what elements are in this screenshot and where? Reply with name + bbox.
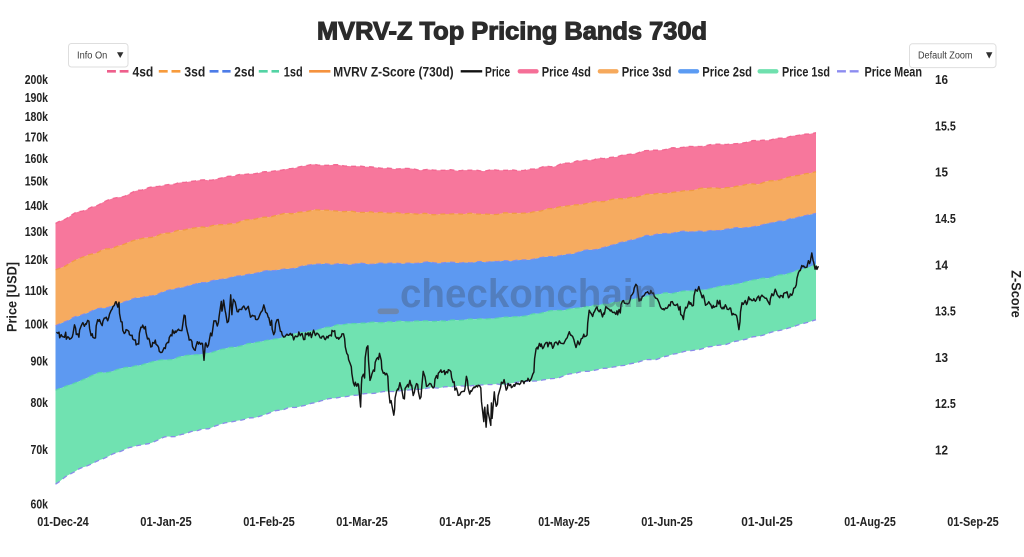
svg-text:90k: 90k (31, 354, 49, 369)
svg-text:120k: 120k (25, 252, 49, 267)
svg-text:Price 4sd: Price 4sd (542, 64, 591, 80)
svg-text:Info On: Info On (77, 50, 107, 61)
svg-text:01-Mar-25: 01-Mar-25 (336, 514, 388, 529)
svg-text:180k: 180k (25, 109, 49, 124)
svg-text:2sd: 2sd (234, 64, 254, 80)
svg-text:01-Apr-25: 01-Apr-25 (439, 514, 491, 529)
svg-text:01-Jul-25: 01-Jul-25 (741, 514, 793, 529)
svg-text:Price 1sd: Price 1sd (782, 64, 830, 80)
svg-text:01-Jan-25: 01-Jan-25 (140, 514, 192, 529)
svg-text:12: 12 (935, 443, 948, 458)
svg-text:140k: 140k (25, 198, 49, 213)
svg-text:110k: 110k (25, 283, 49, 298)
svg-text:1sd: 1sd (284, 64, 303, 80)
svg-text:60k: 60k (31, 497, 49, 512)
svg-text:70k: 70k (31, 442, 49, 457)
svg-text:130k: 130k (25, 224, 49, 239)
svg-text:14.5: 14.5 (935, 211, 956, 226)
svg-text:Z-Score: Z-Score (1009, 270, 1024, 318)
svg-text:MVRV Z-Score (730d): MVRV Z-Score (730d) (333, 64, 453, 80)
svg-text:190k: 190k (25, 90, 49, 105)
svg-text:Price 2sd: Price 2sd (702, 64, 752, 80)
svg-text:Default Zoom: Default Zoom (918, 50, 973, 61)
svg-text:170k: 170k (25, 129, 49, 144)
svg-text:14: 14 (935, 257, 949, 272)
svg-text:Price Mean: Price Mean (865, 64, 923, 80)
svg-text:15.5: 15.5 (935, 118, 956, 133)
svg-text:checkonchain: checkonchain (400, 272, 657, 316)
svg-text:200k: 200k (25, 72, 49, 87)
svg-text:16: 16 (935, 72, 948, 87)
svg-text:01-Jun-25: 01-Jun-25 (641, 514, 693, 529)
svg-text:160k: 160k (25, 151, 49, 166)
svg-text:13.5: 13.5 (935, 304, 956, 319)
svg-text:12.5: 12.5 (935, 396, 956, 411)
svg-text:01-May-25: 01-May-25 (538, 514, 590, 529)
svg-text:01-Dec-24: 01-Dec-24 (37, 514, 89, 529)
svg-text:MVRV-Z Top Pricing Bands 730d: MVRV-Z Top Pricing Bands 730d (317, 17, 707, 45)
svg-text:01-Aug-25: 01-Aug-25 (844, 514, 896, 529)
svg-text:3sd: 3sd (184, 64, 205, 80)
svg-text:4sd: 4sd (133, 64, 154, 80)
svg-text:80k: 80k (31, 395, 49, 410)
svg-text:13: 13 (935, 350, 948, 365)
svg-text:150k: 150k (25, 174, 49, 189)
svg-text:Price: Price (485, 64, 510, 80)
svg-text:01-Feb-25: 01-Feb-25 (243, 514, 295, 529)
svg-text:Price 3sd: Price 3sd (622, 64, 672, 80)
svg-text:Price [USD]: Price [USD] (5, 262, 20, 332)
svg-text:01-Sep-25: 01-Sep-25 (947, 514, 999, 529)
svg-text:15: 15 (935, 165, 948, 180)
svg-text:100k: 100k (25, 316, 49, 331)
